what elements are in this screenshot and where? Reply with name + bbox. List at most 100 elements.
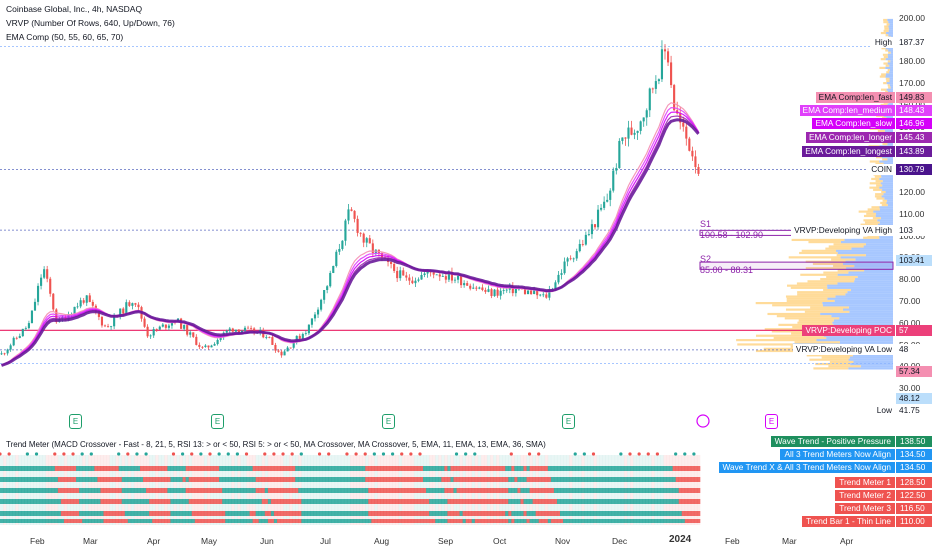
tm-cell	[127, 477, 132, 482]
tm-cell	[648, 477, 652, 482]
earnings-marker[interactable]: E	[382, 414, 395, 429]
candle-body	[265, 337, 268, 338]
price-label-value: 130.79	[896, 164, 932, 176]
tm-cell	[298, 499, 302, 504]
price-label-text: Low	[873, 405, 895, 416]
tm-cell	[237, 499, 241, 504]
tm-cell	[316, 519, 320, 523]
vp-bar-down	[801, 249, 837, 252]
tm-cell	[693, 519, 698, 523]
tm-cell	[493, 519, 497, 523]
tm-cell	[359, 511, 363, 516]
tm-cell	[587, 519, 591, 523]
tm-cell	[0, 499, 4, 504]
tm-cell	[630, 511, 634, 516]
tm-cell	[124, 477, 129, 482]
earnings-marker[interactable]: E	[69, 414, 82, 429]
tm-cell	[331, 477, 336, 482]
tm-cell	[514, 488, 518, 493]
tm-cell	[39, 511, 43, 516]
tm-cell	[447, 519, 451, 523]
candle-body	[642, 117, 645, 122]
tm-cell	[392, 466, 396, 471]
ema-legend[interactable]: EMA Comp (50, 55, 60, 65, 70)	[6, 32, 124, 42]
earnings-marker[interactable]: E	[765, 414, 778, 429]
vrvp-legend[interactable]: VRVP (Number Of Rows, 640, Up/Down, 76)	[6, 18, 175, 28]
vp-bar-down	[882, 143, 888, 146]
tm-cell	[535, 519, 539, 523]
vp-bar-down	[831, 258, 856, 261]
tm-cell	[474, 477, 479, 482]
candle-body	[560, 273, 563, 275]
tm-cell	[450, 519, 454, 523]
tm-cell	[66, 499, 71, 504]
vp-bar-up	[886, 88, 893, 91]
tm-cell	[687, 519, 692, 523]
tm-cell	[532, 477, 536, 482]
tm-cell	[340, 488, 345, 493]
candle-body	[396, 270, 399, 279]
candle-body	[88, 295, 91, 302]
tm-cell	[453, 499, 457, 504]
vp-bar-up	[890, 86, 893, 89]
tm-cell	[276, 519, 281, 523]
tm-cell	[54, 511, 59, 516]
candle-body	[167, 325, 170, 328]
tm-cell	[636, 511, 640, 516]
tm-cell	[630, 488, 634, 493]
tm-cell	[301, 466, 305, 471]
candle-body	[432, 272, 435, 275]
tm-cell	[690, 477, 695, 482]
candle-body	[466, 283, 469, 286]
tm-dot	[454, 452, 459, 456]
tm-cell	[541, 488, 546, 493]
tm-cell	[170, 488, 174, 493]
tm-dot	[637, 452, 641, 456]
candle-body	[164, 324, 167, 328]
tm-cell	[660, 466, 664, 471]
tm-cell	[109, 488, 113, 493]
earnings-marker[interactable]: E	[562, 414, 575, 429]
tm-cell	[371, 466, 375, 471]
trend-meter-title[interactable]: Trend Meter (MACD Crossover - Fast - 8, …	[6, 440, 546, 449]
tm-cell	[523, 488, 527, 493]
tm-cell	[687, 511, 692, 516]
tm-cell	[684, 511, 689, 516]
tm-cell	[292, 499, 296, 504]
tm-dot	[400, 452, 404, 456]
tm-cell	[36, 466, 40, 471]
tm-cell	[127, 511, 132, 516]
earnings-marker[interactable]: E	[211, 414, 224, 429]
tm-cell	[42, 488, 46, 493]
tm-cell	[45, 519, 49, 523]
candle-body	[128, 302, 131, 306]
tm-cell	[669, 519, 673, 523]
tm-cell	[636, 499, 640, 504]
tm-cell	[502, 519, 506, 523]
tm-cell	[191, 466, 196, 471]
tm-dot	[89, 452, 93, 456]
candle-body	[323, 290, 326, 300]
tm-cell	[675, 519, 679, 523]
vp-bar-down	[880, 103, 888, 106]
tm-cell	[614, 466, 619, 471]
tm-cell	[325, 511, 329, 516]
tm-cell	[581, 519, 585, 523]
tm-cell	[252, 511, 256, 516]
vp-bar-up	[887, 90, 893, 93]
tm-cell	[429, 488, 433, 493]
tm-cell	[267, 466, 272, 471]
vp-bar-down	[869, 160, 880, 163]
tm-cell	[560, 499, 564, 504]
tm-cell	[578, 488, 582, 493]
vp-bar-down	[823, 288, 851, 292]
tm-cell	[505, 499, 509, 504]
tm-cell	[407, 488, 412, 493]
tm-cell	[246, 499, 250, 504]
tm-cell	[200, 488, 205, 493]
tm-cell	[623, 519, 628, 523]
tm-cell	[453, 511, 457, 516]
tm-cell	[684, 488, 689, 493]
tm-dot	[281, 452, 285, 456]
tm-cell	[176, 499, 180, 504]
